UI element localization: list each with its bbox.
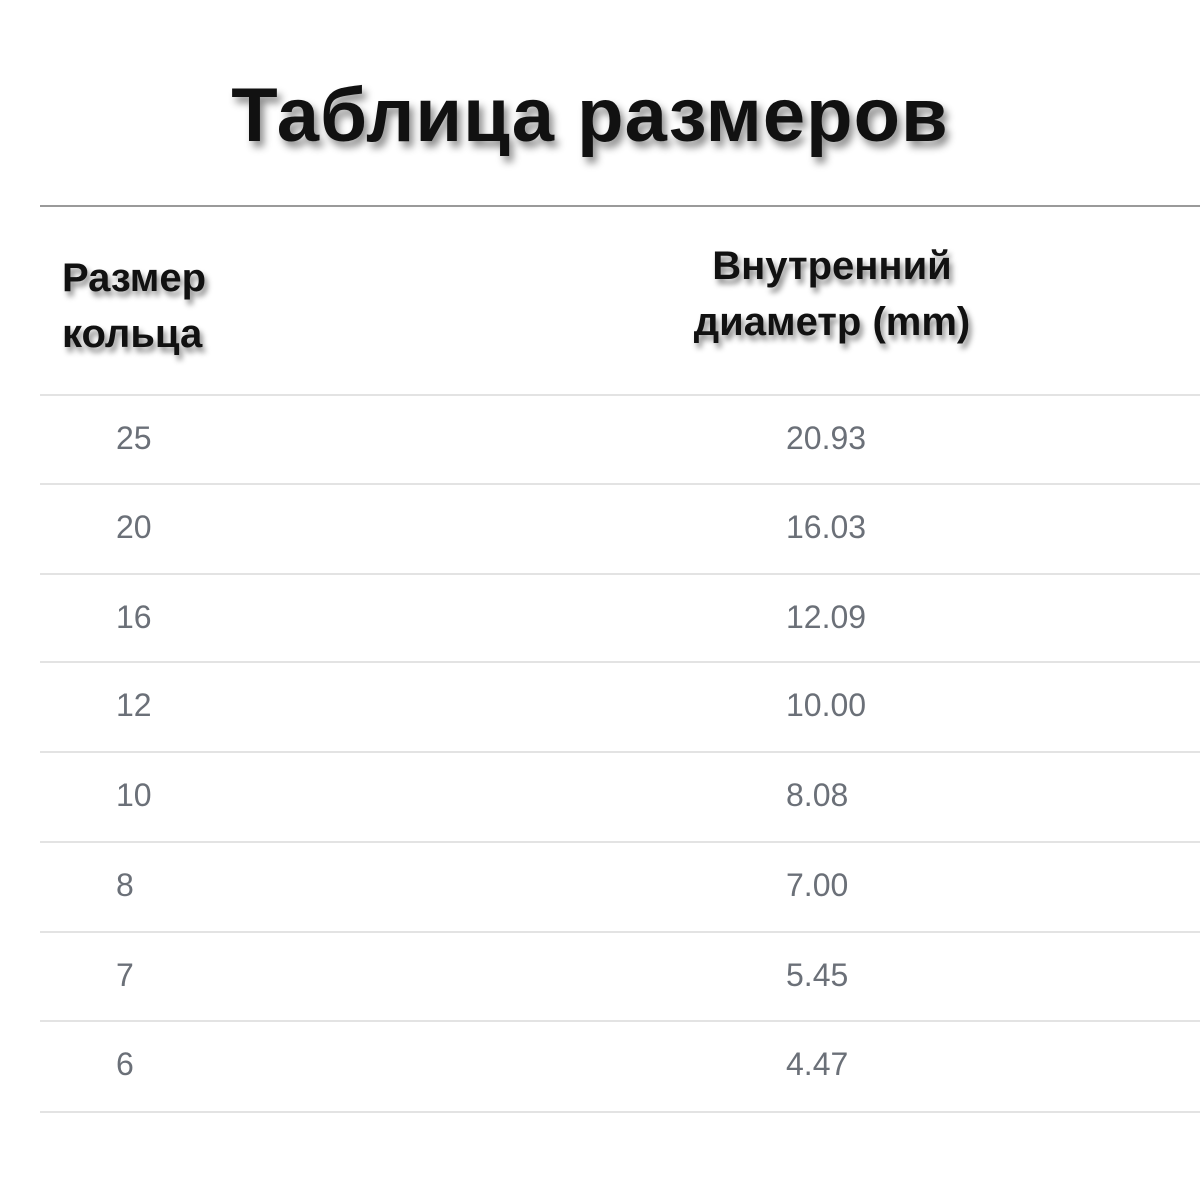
inner-diameter-cell: 12.09	[786, 599, 867, 635]
inner-diameter-cell: 20.93	[786, 420, 867, 456]
inner-diameter-cell: 16.03	[786, 509, 867, 545]
table-row: 12 10.00	[40, 661, 1200, 752]
column-header-diameter-line2: диаметр (mm)	[693, 300, 971, 344]
page-title: Таблица размеров	[231, 73, 949, 158]
inner-diameter-cell: 7.00	[786, 867, 849, 903]
ring-size-cell: 25	[116, 420, 152, 456]
column-header-diameter-line1: Внутренний	[712, 244, 952, 288]
ring-size-cell: 10	[116, 777, 152, 813]
table-row: 8 7.00	[40, 841, 1200, 932]
table-row: 25 20.93	[40, 394, 1200, 485]
column-header-size: Размер кольца	[62, 250, 206, 362]
table-row: 20 16.03	[40, 483, 1200, 574]
inner-diameter-cell: 8.08	[786, 777, 849, 813]
inner-diameter-cell: 10.00	[786, 687, 867, 723]
inner-diameter-cell: 4.47	[786, 1046, 849, 1082]
ring-size-cell: 20	[116, 509, 152, 545]
table-row: 10 8.08	[40, 751, 1200, 842]
table-row: 16 12.09	[40, 573, 1200, 664]
inner-diameter-cell: 5.45	[786, 957, 849, 993]
ring-size-cell: 7	[116, 957, 134, 993]
column-header-size-line1: Размер	[62, 256, 207, 300]
header-divider	[40, 205, 1200, 207]
ring-size-cell: 16	[116, 599, 152, 635]
column-header-diameter: Внутренний диаметр (mm)	[620, 238, 1044, 350]
ring-size-cell: 6	[116, 1046, 134, 1082]
table-row: 7 5.45	[40, 931, 1200, 1022]
ring-size-cell: 8	[116, 867, 134, 903]
table-row: 6 4.47	[40, 1020, 1200, 1113]
ring-size-cell: 12	[116, 687, 152, 723]
column-header-size-line2: кольца	[62, 312, 203, 356]
